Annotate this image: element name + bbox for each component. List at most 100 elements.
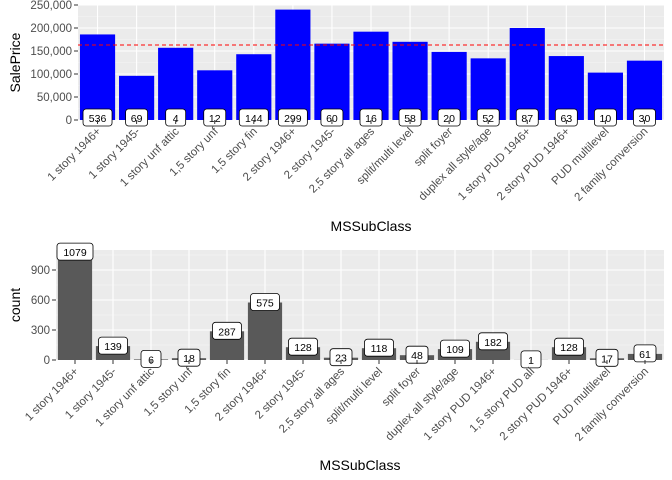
data-label: 536 <box>82 108 113 127</box>
data-label-text: 20 <box>443 113 455 125</box>
data-label-box <box>320 108 344 127</box>
x-tick-label: 1 story PUD 1946+ <box>422 365 500 443</box>
data-label-text: 575 <box>256 298 274 310</box>
y-tick-label: 250,000 <box>30 0 72 12</box>
chart-panel-1: 0 50,000 100,000 150,000 200,000 250,000 536 69… <box>7 0 664 234</box>
data-label: 69 <box>125 108 148 127</box>
data-label: 17 <box>595 348 619 367</box>
data-label-box <box>633 108 656 127</box>
data-label-box <box>359 108 383 127</box>
data-label: 299 <box>277 108 308 127</box>
data-label-text: 30 <box>639 113 651 125</box>
y-tick-label: 0 <box>66 115 72 127</box>
data-label-box <box>554 337 584 356</box>
y-tick-label: 50,000 <box>37 92 72 104</box>
data-label: 182 <box>478 332 508 351</box>
data-label-box <box>398 108 422 127</box>
y-tick-label: 100,000 <box>30 69 72 81</box>
data-label: 287 <box>212 321 242 340</box>
bar <box>509 28 545 120</box>
x-tick-label: 2,5 story all ages <box>307 125 377 195</box>
data-label-text: 144 <box>245 113 263 125</box>
data-label: 109 <box>440 339 470 358</box>
data-label-box <box>250 293 280 311</box>
data-label-text: 128 <box>294 342 312 354</box>
data-label-text: 118 <box>371 343 388 355</box>
data-label-box <box>364 338 394 357</box>
data-label: 63 <box>554 108 578 127</box>
data-label-text: 58 <box>404 113 416 125</box>
data-label-box <box>594 108 617 127</box>
data-label-text: 87 <box>521 113 533 125</box>
data-label: 52 <box>476 108 500 127</box>
data-label-box <box>437 108 461 127</box>
data-label-box <box>440 339 470 358</box>
data-label: 1 <box>520 350 542 369</box>
data-label: 30 <box>633 108 656 127</box>
data-label-text: 17 <box>601 353 613 365</box>
data-label: 4 <box>165 108 187 127</box>
data-label-text: 61 <box>639 349 651 361</box>
data-label-text: 109 <box>446 344 464 356</box>
data-label-box <box>82 108 113 127</box>
y-tick-label: 900 <box>31 265 50 277</box>
data-label-box <box>476 108 500 127</box>
y-axis-title: SalePrice <box>7 32 23 92</box>
data-label-text: 52 <box>482 113 494 125</box>
data-label: 12 <box>203 108 227 127</box>
data-label-box <box>595 348 619 367</box>
y-tick-label: 0 <box>44 355 50 367</box>
data-label-text: 299 <box>284 113 302 125</box>
data-label: 18 <box>177 348 201 367</box>
data-label: 128 <box>288 337 318 356</box>
data-label: 6 <box>140 349 162 368</box>
bar <box>158 47 194 120</box>
data-label-box <box>277 108 308 127</box>
bar <box>392 41 428 120</box>
data-label-text: 18 <box>183 353 195 365</box>
data-label-text: 12 <box>209 113 221 125</box>
data-label-text: 4 <box>173 113 179 125</box>
data-label-text: 48 <box>411 350 423 362</box>
x-tick-label: duplex all style/age <box>383 366 461 444</box>
data-label-text: 182 <box>484 337 502 349</box>
data-label-text: 1079 <box>63 247 87 259</box>
y-axis-title: count <box>7 288 23 322</box>
y-tick-label: 300 <box>31 325 50 337</box>
data-label-text: 23 <box>335 353 347 365</box>
data-label-text: 139 <box>104 341 122 353</box>
x-tick-label: 1 story PUD 1946+ <box>456 125 534 203</box>
data-label: 118 <box>364 338 394 357</box>
data-label: 61 <box>633 344 657 363</box>
x-tick-label: 1,5 story PUD all <box>468 366 537 435</box>
y-tick-label: 600 <box>31 295 50 307</box>
x-tick-label: 2 family conversion <box>573 366 651 444</box>
data-label-text: 536 <box>89 113 107 125</box>
data-label-box <box>515 108 539 127</box>
bar <box>275 9 311 121</box>
data-label-box <box>203 108 227 127</box>
x-tick-label: 2 story PUD 1946+ <box>498 365 576 443</box>
bar <box>57 252 93 360</box>
data-label: 1079 <box>56 242 94 261</box>
data-label-text: 60 <box>326 113 338 125</box>
data-label: 48 <box>405 345 429 364</box>
bar <box>79 34 116 120</box>
data-label: 144 <box>238 108 269 127</box>
data-label: 139 <box>98 336 128 355</box>
data-label: 16 <box>359 108 383 127</box>
x-axis-title: MSSubClass <box>331 218 412 234</box>
x-tick-label: duplex all style/age <box>417 126 495 204</box>
chart-panel-2: 0 300 600 900 1079 139 6 18 287 575 128 23 118 48 109 1… <box>7 242 664 473</box>
x-tick-label: 2 family conversion <box>572 126 650 204</box>
bar <box>314 43 350 120</box>
data-label: 20 <box>437 108 461 127</box>
data-label-box <box>288 337 318 356</box>
data-label-box <box>125 108 148 127</box>
data-label-box <box>177 348 201 367</box>
x-axis-title: MSSubClass <box>320 457 401 473</box>
data-label-box <box>98 336 128 355</box>
data-label-text: 128 <box>560 342 578 354</box>
data-label-box <box>478 332 508 351</box>
data-label: 575 <box>250 293 280 311</box>
